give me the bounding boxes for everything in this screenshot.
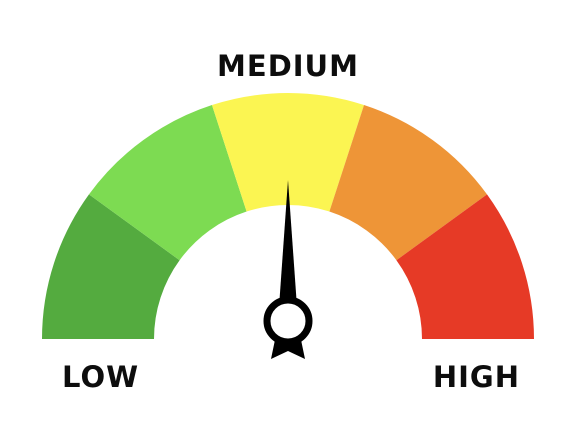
low-label: LOW <box>62 360 140 394</box>
gauge-needle <box>263 180 313 359</box>
medium-label: MEDIUM <box>217 49 359 83</box>
gauge-segments <box>42 92 534 339</box>
gauge-segment-red <box>396 194 534 339</box>
gauge-segment-green-dark <box>42 194 180 339</box>
gauge-segment-yellow <box>211 92 365 212</box>
needle-hub <box>263 296 313 346</box>
gauge-segment-orange <box>329 105 488 261</box>
needle-pointer <box>278 180 298 321</box>
high-label: HIGH <box>432 360 520 394</box>
gauge-segment-green-light <box>88 105 247 261</box>
